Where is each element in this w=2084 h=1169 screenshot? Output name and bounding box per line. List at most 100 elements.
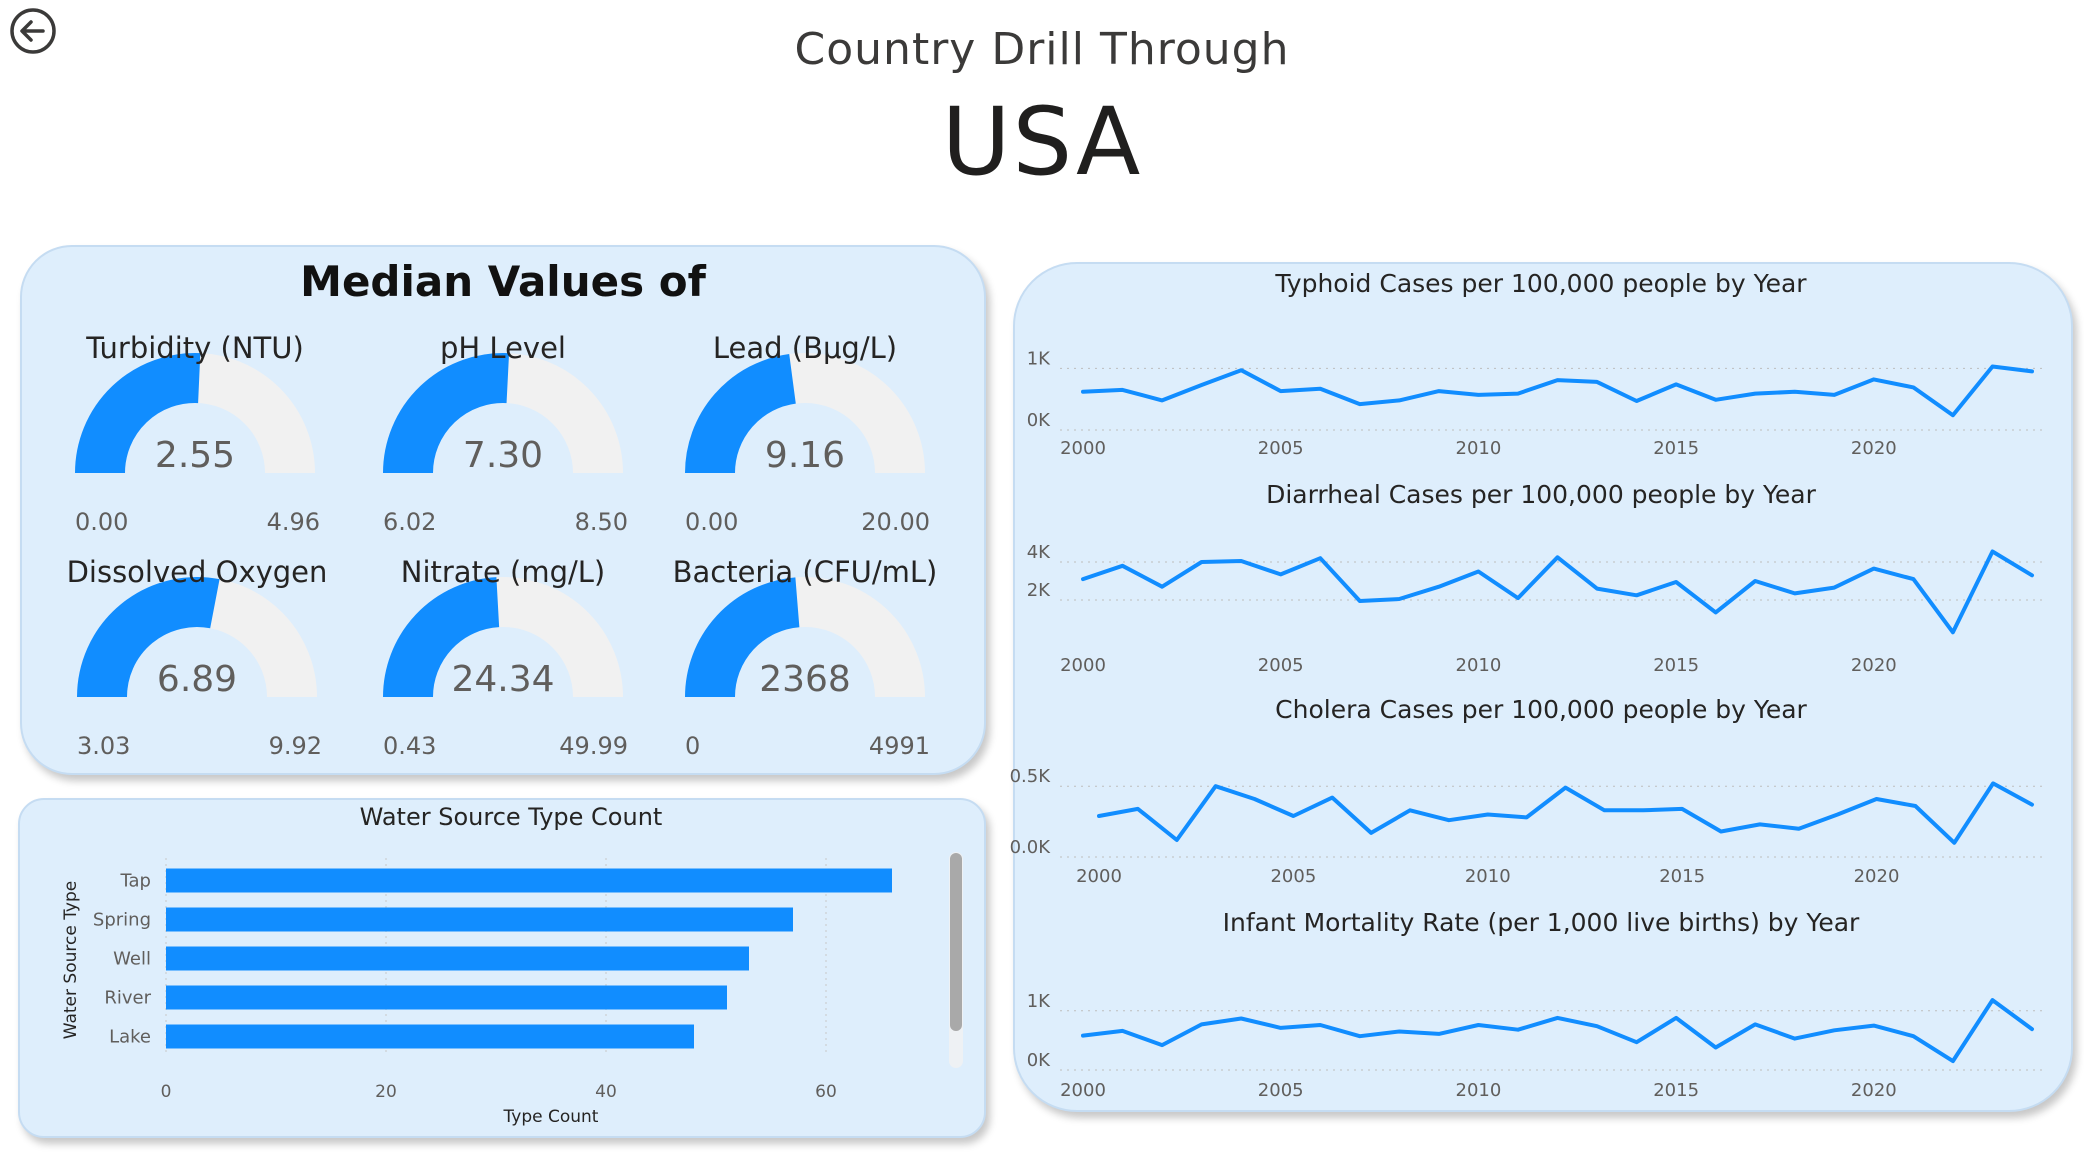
country-name: USA	[941, 88, 1143, 197]
gauge-max: 49.99	[559, 732, 628, 760]
line-x-tick: 2010	[1456, 655, 1502, 676]
bar-x-tick: 60	[815, 1082, 837, 1102]
gauge-max: 4.96	[267, 508, 320, 536]
line-chart-title: Infant Mortality Rate (per 1,000 live bi…	[1223, 908, 1860, 937]
gauge-label: Lead (Bμg/L)	[713, 331, 897, 365]
line-series	[1081, 549, 2034, 635]
gauge-min: 6.02	[383, 508, 436, 536]
line-x-tick: 2020	[1854, 866, 1900, 887]
bar-river	[166, 985, 727, 1010]
line-y-tick: 1K	[1027, 348, 1051, 369]
gauge-6	[685, 577, 925, 698]
gauge-value-arc	[685, 577, 801, 698]
line-x-tick: 2000	[1060, 1080, 1106, 1101]
line-x-tick: 2010	[1465, 866, 1511, 887]
gauge-3	[685, 353, 925, 474]
bar-x-tick: 20	[375, 1082, 397, 1102]
gauge-value: 9.16	[765, 435, 845, 476]
gauge-value-arc	[383, 353, 510, 474]
gauge-value-arc	[383, 577, 501, 698]
gauge-label: Turbidity (NTU)	[85, 331, 304, 365]
line-x-tick: 2010	[1456, 438, 1502, 459]
line-series	[1081, 364, 2034, 418]
line-x-tick: 2015	[1653, 655, 1699, 676]
line-y-tick: 1K	[1027, 991, 1051, 1012]
gauge-label: Dissolved Oxygen	[67, 555, 328, 589]
gauge-max: 8.50	[575, 508, 628, 536]
line-y-tick: 0K	[1027, 1050, 1051, 1071]
gauge-value: 7.30	[463, 435, 543, 476]
line-chart-title: Diarrheal Cases per 100,000 people by Ye…	[1266, 480, 1817, 509]
bar-x-axis-title: Type Count	[503, 1107, 599, 1127]
bar-category-label: Spring	[93, 910, 151, 931]
gauge-label: Nitrate (mg/L)	[401, 555, 605, 589]
gauge-min: 0	[685, 732, 700, 760]
line-series	[1097, 781, 2034, 845]
bar-well	[166, 946, 749, 971]
gauge-5	[383, 577, 623, 698]
gauge-1	[75, 353, 315, 474]
gauge-max: 9.92	[269, 732, 322, 760]
bar-tap	[166, 868, 892, 893]
gauge-label: Bacteria (CFU/mL)	[673, 555, 938, 589]
line-series	[1081, 998, 2034, 1064]
gauge-label: pH Level	[440, 331, 566, 365]
bar-chart-title: Water Source Type Count	[360, 803, 663, 831]
bar-y-axis-title: Water Source Type	[61, 881, 81, 1040]
line-x-tick: 2015	[1659, 866, 1705, 887]
line-y-tick: 2K	[1027, 580, 1051, 601]
line-x-tick: 2000	[1060, 438, 1106, 459]
line-y-tick: 0.5K	[1010, 766, 1052, 787]
gauge-value-arc	[75, 353, 201, 474]
line-x-tick: 2000	[1060, 655, 1106, 676]
line-x-tick: 2020	[1851, 655, 1897, 676]
bar-category-label: Well	[113, 949, 151, 970]
line-x-tick: 2005	[1258, 438, 1304, 459]
gauge-value: 2.55	[155, 435, 235, 476]
line-x-tick: 2005	[1258, 655, 1304, 676]
gauge-min: 3.03	[77, 732, 130, 760]
line-x-tick: 2015	[1653, 438, 1699, 459]
median-values-panel: Median Values of	[20, 245, 986, 775]
line-x-tick: 2010	[1456, 1080, 1502, 1101]
gauge-value-arc	[77, 577, 220, 698]
line-y-tick: 0K	[1027, 410, 1051, 431]
bar-category-label: Lake	[109, 1027, 151, 1048]
gauge-min: 0.43	[383, 732, 436, 760]
bar-lake	[166, 1024, 694, 1049]
bar-category-label: River	[104, 988, 151, 1009]
line-y-tick: 0.0K	[1010, 837, 1052, 858]
arrow-left-circle-icon	[10, 8, 56, 54]
line-chart-2	[1060, 549, 2046, 635]
median-values-title: Median Values of	[300, 257, 706, 306]
line-x-tick: 2020	[1851, 1080, 1897, 1101]
back-button[interactable]	[8, 6, 58, 56]
gauge-max: 20.00	[861, 508, 930, 536]
bar-x-tick: 40	[595, 1082, 617, 1102]
line-x-tick: 2015	[1653, 1080, 1699, 1101]
bar-x-tick: 0	[161, 1082, 172, 1102]
gauge-value-arc	[685, 354, 797, 474]
gauge-4	[77, 577, 317, 698]
gauge-max: 4991	[869, 732, 930, 760]
gauge-min: 0.00	[75, 508, 128, 536]
gauge-min: 0.00	[685, 508, 738, 536]
bar-chart-scrollbar[interactable]	[950, 853, 962, 1031]
page-title: Country Drill Through	[794, 24, 1290, 75]
bar-category-label: Tap	[120, 871, 151, 892]
gauge-2	[383, 353, 623, 474]
line-chart-title: Typhoid Cases per 100,000 people by Year	[1274, 269, 1807, 298]
line-x-tick: 2005	[1270, 866, 1316, 887]
line-x-tick: 2000	[1076, 866, 1122, 887]
line-chart-title: Cholera Cases per 100,000 people by Year	[1275, 695, 1807, 724]
line-chart-3	[1060, 781, 2046, 858]
line-y-tick: 4K	[1027, 542, 1051, 563]
gauge-value: 2368	[759, 659, 851, 700]
line-chart-4	[1060, 998, 2046, 1071]
gauge-value: 24.34	[451, 659, 554, 700]
line-chart-1	[1060, 364, 2046, 431]
disease-trends-panel	[1013, 262, 2073, 1112]
bar-spring	[166, 907, 793, 932]
line-x-tick: 2020	[1851, 438, 1897, 459]
